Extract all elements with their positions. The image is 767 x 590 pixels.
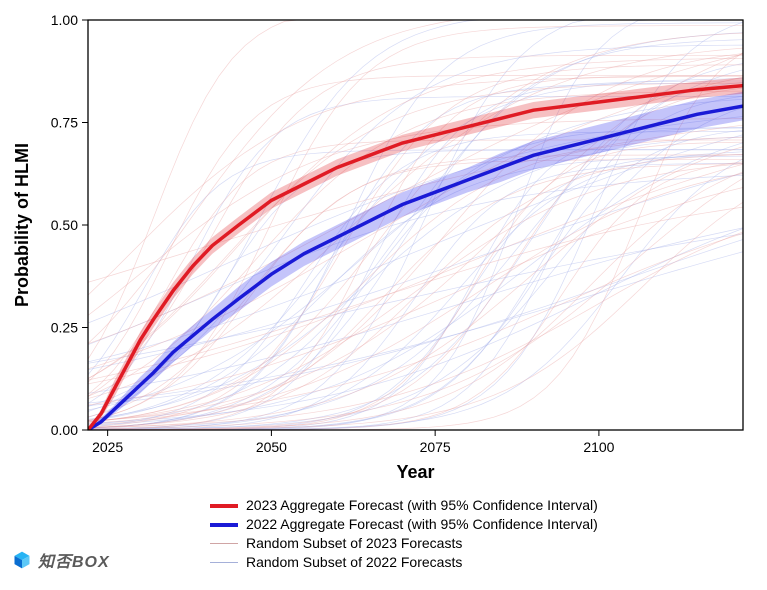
legend-swatch <box>210 523 238 527</box>
svg-text:Probability of HLMI: Probability of HLMI <box>12 143 32 307</box>
legend-item: 2023 Aggregate Forecast (with 95% Confid… <box>210 496 598 515</box>
legend-item: Random Subset of 2023 Forecasts <box>210 534 598 553</box>
svg-text:Year: Year <box>396 462 434 482</box>
legend-swatch <box>210 504 238 508</box>
legend: 2023 Aggregate Forecast (with 95% Confid… <box>210 496 598 572</box>
svg-text:0.00: 0.00 <box>51 422 78 438</box>
svg-text:2050: 2050 <box>256 439 287 455</box>
legend-label: Random Subset of 2023 Forecasts <box>246 535 462 553</box>
svg-text:0.25: 0.25 <box>51 320 78 336</box>
legend-label: 2023 Aggregate Forecast (with 95% Confid… <box>246 497 598 515</box>
legend-label: 2022 Aggregate Forecast (with 95% Confid… <box>246 516 598 534</box>
hlmi-probability-chart: 2025 2050 2075 2100 0.00 0.25 0.50 0.75 1.00 Year… <box>0 0 767 490</box>
legend-swatch <box>210 543 238 544</box>
watermark: 知否BOX <box>12 548 110 572</box>
svg-text:0.75: 0.75 <box>51 115 78 131</box>
svg-text:0.50: 0.50 <box>51 217 78 233</box>
legend-swatch <box>210 562 238 563</box>
svg-text:2075: 2075 <box>420 439 451 455</box>
chart-container: 2025 2050 2075 2100 0.00 0.25 0.50 0.75 1.00 Year… <box>0 0 767 590</box>
legend-item: Random Subset of 2022 Forecasts <box>210 553 598 572</box>
svg-text:2025: 2025 <box>92 439 123 455</box>
cube-icon <box>12 550 32 570</box>
watermark-text: 知否BOX <box>38 548 110 572</box>
svg-text:1.00: 1.00 <box>51 12 78 28</box>
legend-item: 2022 Aggregate Forecast (with 95% Confid… <box>210 515 598 534</box>
svg-text:2100: 2100 <box>583 439 614 455</box>
legend-label: Random Subset of 2022 Forecasts <box>246 554 462 572</box>
